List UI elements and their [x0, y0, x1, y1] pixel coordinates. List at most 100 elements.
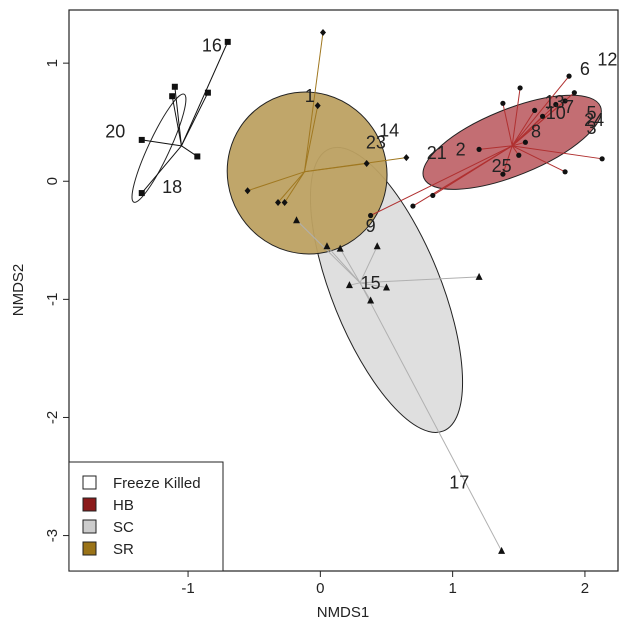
spoke-hb-13	[502, 145, 513, 175]
point-label-24: 24	[584, 110, 604, 130]
spoke-sr-6	[284, 171, 305, 203]
point-label-13: 13	[544, 92, 564, 112]
spoke-sc-1	[326, 245, 361, 284]
spoke-sc-6	[359, 282, 387, 289]
point-label-14: 14	[379, 120, 399, 140]
point-hb-10	[516, 152, 522, 158]
point-hb-7	[539, 113, 546, 119]
spoke-sc-2	[339, 248, 361, 284]
point-freeze-killed-6	[138, 190, 145, 197]
point-freeze-killed-0	[224, 38, 231, 45]
point-hb-3	[553, 101, 559, 108]
point-labels-layer: 16201812314212915176121371052438425	[105, 35, 617, 492]
point-freeze-killed-3	[204, 89, 211, 96]
point-hb-15	[410, 203, 416, 209]
point-label-16: 16	[202, 35, 222, 55]
point-hb-14	[430, 192, 436, 199]
point-sc-1	[323, 242, 331, 250]
point-label-8: 8	[531, 122, 541, 142]
spoke-sc-8	[359, 282, 503, 552]
y-tick-label-1: 1	[44, 59, 61, 67]
spoke-hb-6	[511, 110, 536, 147]
spoke-hb-2	[511, 100, 566, 147]
point-sr-4	[244, 187, 251, 195]
point-sc-6	[382, 283, 390, 291]
x-tick-label-2: 2	[581, 580, 589, 597]
spoke-freeze-killed-4	[141, 139, 182, 147]
x-tick-label-0: 0	[316, 580, 324, 597]
y-tick-label--3: -3	[44, 529, 61, 542]
spoke-hb-5	[502, 103, 513, 146]
point-label-6: 6	[580, 59, 590, 79]
point-sc-0	[293, 216, 301, 224]
y-tick-label-0: 0	[44, 177, 61, 185]
x-tick-label-1: 1	[448, 580, 456, 597]
x-axis-title: NMDS1	[317, 604, 370, 621]
point-sc-3	[373, 242, 381, 250]
point-sc-7	[367, 296, 375, 304]
point-label-21: 21	[427, 143, 447, 163]
point-freeze-killed-1	[171, 83, 178, 90]
spoke-hb-0	[511, 75, 570, 147]
point-label-3: 3	[587, 118, 597, 138]
point-sc-2	[336, 244, 344, 252]
spoke-sr-5	[277, 171, 305, 203]
spoke-sr-0	[303, 32, 324, 172]
spoke-sc-4	[360, 276, 480, 284]
spoke-hb-11	[512, 145, 603, 160]
spoke-hb-15	[412, 145, 513, 207]
legend-label-hb: HB	[113, 497, 134, 514]
point-label-2: 2	[456, 139, 466, 159]
spoke-sr-1	[303, 105, 319, 172]
point-sr-6	[281, 199, 288, 207]
ellipse-sr	[226, 91, 388, 255]
point-label-7: 7	[564, 97, 574, 117]
spoke-freeze-killed-0	[180, 41, 229, 147]
point-label-10: 10	[546, 103, 566, 123]
point-label-9: 9	[366, 216, 376, 236]
point-hb-2	[562, 98, 568, 104]
spoke-hb-9	[479, 145, 513, 150]
point-sc-5	[345, 281, 353, 289]
spoke-sc-0	[296, 219, 361, 284]
spoke-freeze-killed-6	[141, 145, 182, 194]
point-sr-5	[275, 199, 282, 207]
point-sc-4	[475, 272, 483, 280]
legend-swatch-freeze-killed	[82, 475, 97, 490]
point-sr-2	[403, 154, 410, 162]
point-label-18: 18	[162, 177, 182, 197]
point-freeze-killed-2	[169, 93, 176, 100]
spoke-hb-4	[511, 87, 521, 146]
spokes-layer	[141, 32, 603, 552]
ellipse-freeze-killed	[131, 93, 187, 203]
point-sc-8	[498, 546, 506, 554]
spoke-sr-4	[247, 171, 305, 192]
point-freeze-killed-5	[194, 153, 201, 160]
point-freeze-killed-4	[138, 136, 145, 143]
point-label-15: 15	[361, 273, 381, 293]
spoke-hb-12	[511, 145, 566, 173]
point-hb-6	[532, 107, 538, 113]
point-label-25: 25	[492, 156, 512, 176]
spoke-freeze-killed-2	[171, 96, 182, 146]
legend-swatch-sc	[82, 519, 97, 534]
point-hb-1	[571, 90, 577, 96]
point-hb-11	[599, 156, 605, 162]
point-hb-13	[500, 171, 506, 177]
spoke-freeze-killed-1	[174, 86, 182, 146]
points-layer	[138, 28, 605, 554]
point-hb-8	[522, 139, 528, 145]
point-sr-0	[319, 28, 326, 36]
point-hb-0	[566, 73, 572, 79]
point-hb-5	[500, 100, 506, 106]
legend-label-sc: SC	[113, 519, 134, 536]
legend: Freeze Killed HB SC SR	[68, 461, 224, 572]
legend-swatch-sr	[82, 541, 97, 556]
point-hb-12	[562, 169, 568, 175]
spoke-sc-3	[359, 245, 378, 284]
legend-label-freeze-killed: Freeze Killed	[113, 475, 201, 492]
legend-label-sr: SR	[113, 541, 134, 558]
y-axis-title: NMDS2	[10, 264, 27, 317]
point-label-20: 20	[105, 122, 125, 142]
